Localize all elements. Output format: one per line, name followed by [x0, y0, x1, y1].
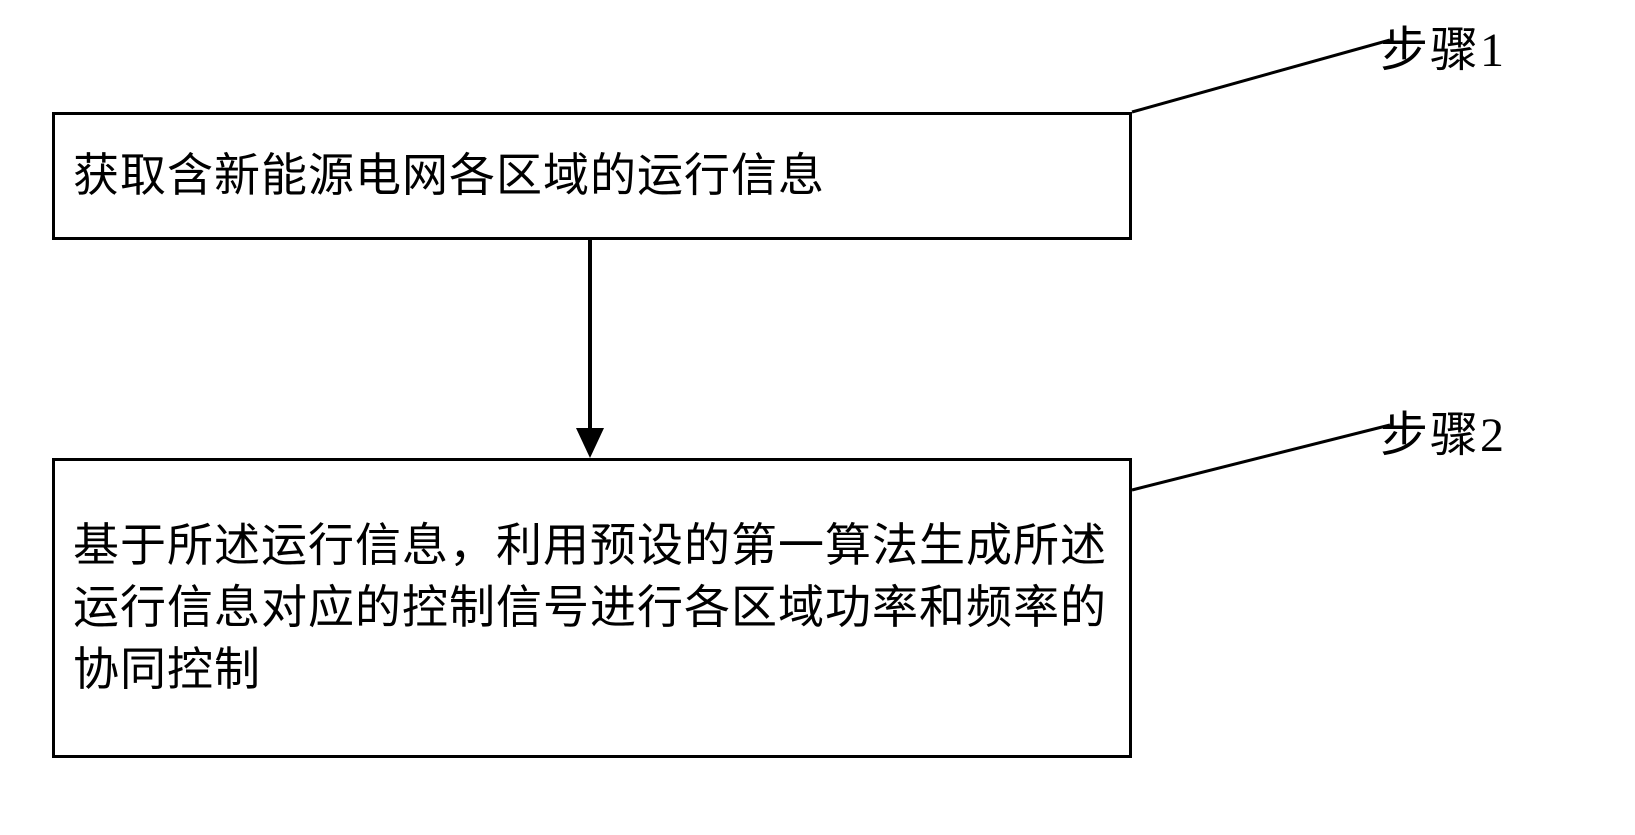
- step2-box: 基于所述运行信息，利用预设的第一算法生成所述运行信息对应的控制信号进行各区域功率…: [52, 458, 1132, 758]
- leader-lines: [1132, 40, 1390, 490]
- flow-arrow: [576, 240, 604, 458]
- step1-label: 步骤1: [1380, 10, 1506, 80]
- step1-text: 获取含新能源电网各区域的运行信息: [55, 145, 843, 207]
- step2-label: 步骤2: [1380, 395, 1506, 465]
- flowchart-canvas: 获取含新能源电网各区域的运行信息 基于所述运行信息，利用预设的第一算法生成所述运…: [0, 0, 1635, 835]
- step1-box: 获取含新能源电网各区域的运行信息: [52, 112, 1132, 240]
- step2-text: 基于所述运行信息，利用预设的第一算法生成所述运行信息对应的控制信号进行各区域功率…: [55, 515, 1129, 701]
